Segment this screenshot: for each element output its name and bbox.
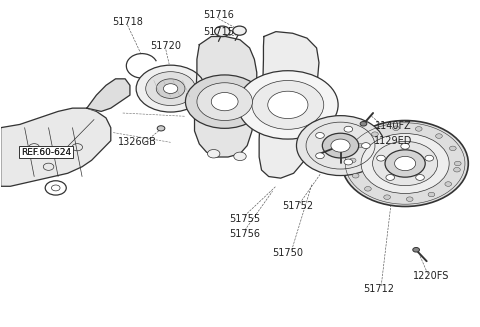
Circle shape bbox=[323, 133, 359, 158]
Circle shape bbox=[415, 127, 422, 131]
Circle shape bbox=[449, 146, 456, 151]
Text: 51752: 51752 bbox=[282, 201, 313, 211]
Circle shape bbox=[316, 132, 324, 138]
Circle shape bbox=[163, 84, 178, 94]
Text: 1326GB: 1326GB bbox=[118, 137, 156, 147]
Text: REF.60-624: REF.60-624 bbox=[21, 147, 71, 157]
Circle shape bbox=[157, 126, 165, 131]
Circle shape bbox=[185, 75, 264, 128]
Polygon shape bbox=[87, 79, 130, 112]
Circle shape bbox=[413, 248, 420, 252]
Circle shape bbox=[136, 65, 205, 112]
Text: 51720: 51720 bbox=[150, 41, 181, 51]
Circle shape bbox=[407, 197, 413, 201]
Circle shape bbox=[372, 141, 438, 186]
Circle shape bbox=[197, 83, 252, 121]
Circle shape bbox=[207, 149, 220, 158]
Circle shape bbox=[395, 156, 416, 171]
Circle shape bbox=[344, 126, 353, 132]
Polygon shape bbox=[194, 37, 257, 157]
Circle shape bbox=[234, 152, 246, 161]
Circle shape bbox=[344, 159, 353, 165]
Circle shape bbox=[386, 175, 395, 181]
Circle shape bbox=[401, 143, 409, 149]
Polygon shape bbox=[259, 32, 319, 178]
Circle shape bbox=[238, 71, 338, 139]
Circle shape bbox=[377, 155, 385, 161]
Circle shape bbox=[436, 134, 442, 138]
Text: 51750: 51750 bbox=[272, 248, 303, 258]
Circle shape bbox=[252, 80, 324, 129]
Text: 51718: 51718 bbox=[112, 17, 143, 27]
Text: 51712: 51712 bbox=[363, 284, 394, 294]
Circle shape bbox=[372, 132, 378, 136]
Circle shape bbox=[233, 26, 246, 35]
Text: 51756: 51756 bbox=[229, 229, 260, 238]
Text: 1129ED: 1129ED bbox=[374, 136, 412, 146]
Circle shape bbox=[211, 93, 238, 111]
Circle shape bbox=[393, 126, 399, 130]
Circle shape bbox=[416, 175, 424, 181]
Circle shape bbox=[356, 143, 363, 148]
Circle shape bbox=[352, 173, 359, 178]
Circle shape bbox=[156, 79, 185, 98]
Circle shape bbox=[349, 158, 356, 163]
Circle shape bbox=[445, 182, 452, 186]
Circle shape bbox=[215, 26, 230, 37]
Circle shape bbox=[297, 116, 384, 176]
Circle shape bbox=[385, 150, 425, 177]
Circle shape bbox=[454, 167, 460, 172]
Circle shape bbox=[342, 121, 468, 206]
Circle shape bbox=[361, 143, 370, 148]
Circle shape bbox=[361, 133, 449, 194]
Circle shape bbox=[331, 139, 350, 152]
Text: 51755: 51755 bbox=[229, 214, 260, 224]
Circle shape bbox=[316, 153, 324, 159]
Circle shape bbox=[455, 161, 461, 166]
Text: 1220FS: 1220FS bbox=[413, 271, 450, 281]
Circle shape bbox=[268, 91, 308, 119]
Polygon shape bbox=[0, 108, 111, 186]
Circle shape bbox=[146, 72, 195, 106]
Circle shape bbox=[384, 195, 390, 199]
Circle shape bbox=[428, 192, 435, 197]
Circle shape bbox=[425, 155, 433, 161]
Text: 1140FZ: 1140FZ bbox=[375, 121, 411, 131]
Circle shape bbox=[360, 122, 367, 126]
Circle shape bbox=[364, 186, 371, 191]
Text: 51715: 51715 bbox=[203, 26, 234, 37]
Text: REF.60-624: REF.60-624 bbox=[21, 147, 71, 157]
Text: 51716: 51716 bbox=[203, 10, 234, 20]
